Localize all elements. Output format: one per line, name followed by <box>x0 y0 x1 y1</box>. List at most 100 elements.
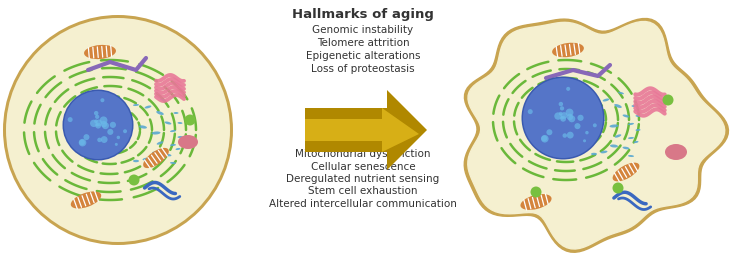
Circle shape <box>101 136 107 143</box>
Ellipse shape <box>170 162 176 164</box>
Ellipse shape <box>143 148 169 168</box>
Circle shape <box>566 114 573 120</box>
Circle shape <box>3 15 233 245</box>
Ellipse shape <box>636 129 640 131</box>
Circle shape <box>575 123 580 129</box>
Text: Hallmarks of aging: Hallmarks of aging <box>292 8 434 21</box>
Circle shape <box>117 136 120 139</box>
Circle shape <box>115 143 118 146</box>
Circle shape <box>554 112 561 120</box>
Circle shape <box>107 129 113 135</box>
Ellipse shape <box>628 155 634 157</box>
Circle shape <box>560 106 564 111</box>
Circle shape <box>612 183 623 193</box>
Circle shape <box>6 18 230 242</box>
Circle shape <box>558 112 563 116</box>
Circle shape <box>531 186 542 198</box>
Text: Mitochondrial dysfunction: Mitochondrial dysfunction <box>295 149 431 159</box>
Circle shape <box>79 139 85 145</box>
Ellipse shape <box>610 125 618 127</box>
Circle shape <box>102 122 109 129</box>
Circle shape <box>663 95 674 105</box>
Ellipse shape <box>178 135 198 149</box>
Circle shape <box>63 90 134 161</box>
Ellipse shape <box>614 104 622 108</box>
Circle shape <box>90 120 97 127</box>
Circle shape <box>542 135 547 141</box>
Circle shape <box>566 132 574 139</box>
Circle shape <box>558 102 563 106</box>
Circle shape <box>541 135 549 142</box>
Circle shape <box>94 119 98 123</box>
Ellipse shape <box>145 105 151 109</box>
Circle shape <box>566 109 574 116</box>
Ellipse shape <box>623 147 629 149</box>
Ellipse shape <box>152 152 160 155</box>
Circle shape <box>96 123 99 127</box>
Ellipse shape <box>175 148 180 150</box>
Circle shape <box>95 115 99 119</box>
Ellipse shape <box>133 160 139 162</box>
Ellipse shape <box>170 144 176 146</box>
Ellipse shape <box>618 92 624 94</box>
Ellipse shape <box>623 114 629 118</box>
Circle shape <box>99 116 107 124</box>
Circle shape <box>577 115 583 121</box>
Ellipse shape <box>628 123 634 125</box>
Circle shape <box>97 138 101 142</box>
Ellipse shape <box>612 163 639 181</box>
Ellipse shape <box>133 104 139 106</box>
Ellipse shape <box>610 145 618 148</box>
Ellipse shape <box>552 43 584 57</box>
Ellipse shape <box>601 151 607 153</box>
Ellipse shape <box>139 125 147 129</box>
Ellipse shape <box>160 99 166 101</box>
Ellipse shape <box>602 98 610 102</box>
Circle shape <box>101 98 104 102</box>
Polygon shape <box>305 90 427 170</box>
Ellipse shape <box>157 141 164 145</box>
Ellipse shape <box>591 97 597 99</box>
Ellipse shape <box>631 105 637 107</box>
Circle shape <box>528 109 533 114</box>
Ellipse shape <box>170 130 176 132</box>
Circle shape <box>110 122 116 128</box>
Circle shape <box>593 123 597 127</box>
Circle shape <box>560 116 566 122</box>
Polygon shape <box>468 21 725 249</box>
Ellipse shape <box>634 141 639 143</box>
Circle shape <box>563 133 567 138</box>
Text: Stem cell exhaustion: Stem cell exhaustion <box>308 186 418 197</box>
Ellipse shape <box>174 112 179 114</box>
Text: Telomere attrition: Telomere attrition <box>317 38 410 48</box>
Polygon shape <box>464 19 729 252</box>
Circle shape <box>123 129 127 133</box>
Circle shape <box>546 129 553 135</box>
Ellipse shape <box>164 154 172 156</box>
Circle shape <box>185 114 196 126</box>
Text: Epigenetic alterations: Epigenetic alterations <box>306 51 420 61</box>
Circle shape <box>83 134 90 140</box>
Circle shape <box>68 117 73 122</box>
Circle shape <box>585 131 588 134</box>
Text: Loss of proteostasis: Loss of proteostasis <box>311 64 415 74</box>
Circle shape <box>561 112 567 119</box>
Ellipse shape <box>628 137 634 139</box>
Circle shape <box>95 123 101 129</box>
Text: Deregulated nutrient sensing: Deregulated nutrient sensing <box>286 174 439 184</box>
Circle shape <box>94 111 99 116</box>
Ellipse shape <box>71 191 101 208</box>
Circle shape <box>566 87 570 91</box>
Ellipse shape <box>84 45 116 59</box>
Circle shape <box>583 139 586 142</box>
Circle shape <box>96 119 102 126</box>
Circle shape <box>523 78 603 158</box>
Circle shape <box>568 115 575 122</box>
Text: Altered intercellular communication: Altered intercellular communication <box>269 199 457 209</box>
Ellipse shape <box>142 158 150 160</box>
Ellipse shape <box>156 111 164 115</box>
Text: Cellular senescence: Cellular senescence <box>311 162 415 171</box>
Ellipse shape <box>665 144 687 160</box>
Circle shape <box>521 76 604 160</box>
Ellipse shape <box>177 136 182 138</box>
